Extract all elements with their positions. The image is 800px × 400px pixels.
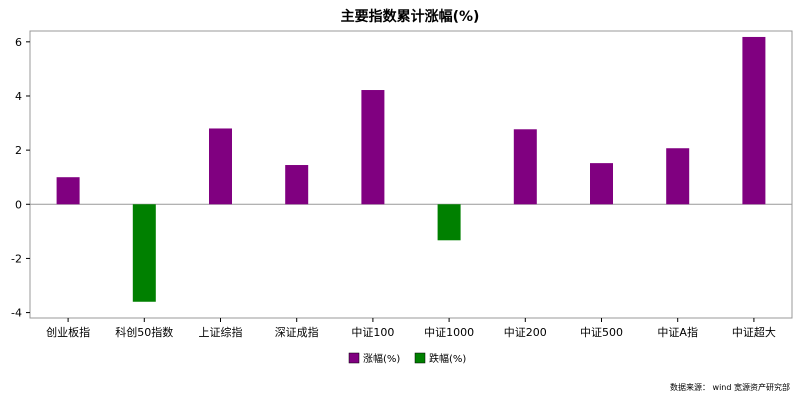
legend-label: 跌幅(%) [429, 352, 466, 365]
x-tick-label: 创业板指 [46, 325, 90, 339]
y-tick-label: 0 [15, 198, 22, 211]
source-note: 数据来源： wind 宽源资产研究部 [670, 383, 790, 392]
legend-swatch [414, 352, 426, 364]
legend-item: 涨幅(%) [348, 352, 400, 365]
plot-frame [29, 30, 793, 319]
y-tick-label: 6 [15, 36, 22, 49]
y-tick-label: -2 [11, 252, 22, 265]
legend-label: 涨幅(%) [363, 352, 400, 365]
x-tick-label: 中证超大 [732, 325, 776, 339]
legend: 涨幅(%) 跌幅(%) [348, 352, 466, 365]
x-tick-label: 深证成指 [275, 325, 319, 339]
x-tick-label: 科创50指数 [115, 325, 173, 339]
bar [56, 177, 80, 205]
legend-item: 跌幅(%) [414, 352, 466, 365]
x-tick-label: 中证500 [580, 326, 623, 339]
x-tick-label: 中证200 [504, 326, 547, 339]
plot-area: -4 -2 0 2 4 6 创业板指 科创50指数 上证综指 深证成指 中证100 中证1000 中证2… [11, 30, 793, 339]
x-tick-label: 中证100 [351, 326, 394, 339]
bar [132, 204, 156, 302]
chart-title: 主要指数累计涨幅(%) [341, 8, 480, 25]
bar [742, 36, 766, 205]
y-tick-label: 2 [15, 144, 22, 157]
bar [590, 163, 613, 205]
bar [437, 204, 461, 241]
y-tick-label: 4 [15, 90, 22, 103]
x-tick-label: 上证综指 [199, 325, 243, 339]
bar [209, 128, 232, 205]
bar [361, 90, 385, 205]
bar [285, 165, 309, 205]
y-tick-label: -4 [11, 307, 22, 320]
x-tick-label: 中证A指 [657, 325, 698, 339]
bar [666, 148, 690, 205]
x-tick-label: 中证1000 [424, 326, 474, 339]
bar [513, 129, 537, 205]
legend-swatch [348, 352, 360, 364]
